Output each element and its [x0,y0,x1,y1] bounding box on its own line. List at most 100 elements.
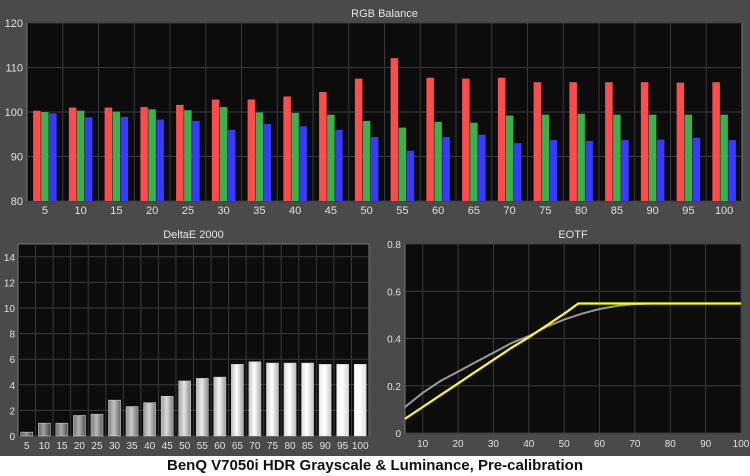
green-bar [505,115,514,201]
green-bar [577,113,585,201]
x-tick-label: 60 [214,441,226,452]
red-bar [462,78,470,201]
green-bar [362,120,371,201]
red-bar [390,58,399,201]
deltae-bar [20,431,34,437]
y-tick-label: 8 [9,330,15,341]
deltae-bar [353,364,367,437]
deltae-bar [73,415,86,437]
y-tick-label: 0.4 [387,335,401,346]
green-bar [541,114,550,201]
red-bar [354,78,363,201]
red-bar [176,104,184,201]
x-tick-label: 5 [24,441,30,452]
deltae-bar [160,396,174,437]
x-tick-label: 10 [39,441,51,452]
x-tick-label: 30 [488,439,500,450]
red-bar [712,82,720,201]
green-bar [648,114,657,201]
red-bar [319,91,327,201]
rgb-balance-panel: RGB Balance 80 90 100 110 120 5 10 15 20 25 30 35 40 4… [0,0,750,221]
deltae-bar [336,364,349,437]
blue-bar [478,134,486,201]
green-bar [41,112,49,201]
y-tick-label: 100 [5,107,23,119]
deltae-bar [143,402,156,437]
x-tick-label: 80 [575,205,587,217]
blue-bar [192,120,200,201]
blue-bar [84,117,93,201]
x-tick-label: 100 [715,205,733,217]
x-tick-label: 15 [110,205,122,217]
x-tick-label: 90 [700,439,712,450]
chart-title: DeltaE 2000 [163,229,224,241]
deltae-bar [283,362,297,437]
deltae-bar [55,422,69,437]
green-bar [434,121,442,201]
y-tick-label: 90 [11,152,23,164]
x-tick-label: 50 [179,441,191,452]
blue-bar [335,129,343,201]
deltae-bar [108,399,121,437]
eotf-panel: EOTF 0 0.2 0.4 0.6 0.8 10 20 30 40 50 60 70 80 90 100 [381,221,750,456]
y-tick-label: 0 [9,432,15,443]
blue-bar [656,139,665,201]
red-bar [676,82,685,201]
deltae-bar [213,376,227,437]
deltae-bar [318,364,332,437]
x-tick-label: 35 [127,441,139,452]
y-tick-label: 14 [4,253,16,264]
deltae-bar [90,413,104,437]
x-tick-label: 35 [253,205,265,217]
rgb-balance-chart: RGB Balance 80 90 100 110 120 5 10 15 20 25 30 35 40 4… [5,8,743,217]
chart-title: RGB Balance [351,8,418,20]
x-tick-label: 55 [396,205,408,217]
x-tick-label: 100 [733,439,750,450]
red-bar [211,99,220,201]
red-bar [247,99,256,201]
red-bar [283,96,291,201]
eotf-measured-line [404,302,741,420]
blue-bar [442,136,450,201]
blue-bar [263,124,272,201]
x-tick-label: 55 [197,441,209,452]
blue-bar [585,140,593,201]
x-tick-label: 70 [629,439,641,450]
blue-bar [49,113,57,201]
green-bar [720,114,728,201]
x-tick-label: 85 [302,441,314,452]
y-tick-label: 4 [9,381,15,392]
green-bar [112,111,121,201]
x-tick-label: 40 [289,205,301,217]
y-tick-label: 80 [11,196,23,208]
x-tick-label: 100 [352,441,369,452]
x-tick-label: 20 [452,439,464,450]
red-bar [33,110,41,201]
x-tick-label: 30 [109,441,121,452]
x-tick-label: 40 [144,441,156,452]
y-tick-label: 12 [4,278,16,289]
y-tick-label: 0.8 [387,240,401,251]
x-tick-label: 25 [91,441,103,452]
y-tick-label: 6 [9,355,15,366]
y-tick-label: 10 [4,304,16,315]
green-bar [255,112,264,201]
x-tick-label: 10 [417,439,429,450]
red-bar [605,82,613,201]
blue-bar [621,140,629,201]
green-bar [76,110,85,201]
red-bar [640,82,649,201]
footer-caption: BenQ V7050i HDR Grayscale & Luminance, P… [0,456,750,476]
x-tick-label: 60 [594,439,606,450]
blue-bar [299,126,307,201]
green-bar [613,114,621,201]
x-tick-label: 65 [232,441,244,452]
y-tick-label: 120 [5,18,23,30]
x-tick-label: 75 [539,205,551,217]
y-tick-label: 110 [5,63,23,75]
blue-bar [728,140,736,201]
red-bar [140,107,148,201]
blue-bar [513,143,522,201]
x-tick-label: 85 [611,205,623,217]
x-tick-label: 80 [665,439,677,450]
